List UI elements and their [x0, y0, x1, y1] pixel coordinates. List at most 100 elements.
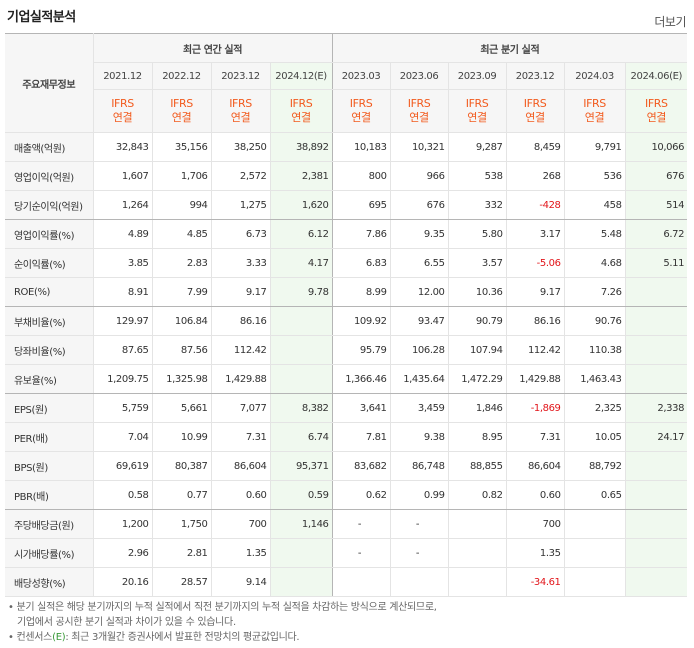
value-cell: 109.92 — [331, 306, 391, 336]
table-row: BPS(원) 69,619 80,387 86,604 95,371 83,682 86,7… — [5, 451, 688, 481]
value-cell — [563, 567, 626, 597]
row-label: BPS(원) — [5, 451, 93, 481]
basis-label: 연결 — [291, 111, 311, 124]
value-cell: 95,371 — [269, 451, 333, 481]
financial-table: 주요재무정보 최근 연간 실적 최근 분기 실적 2021.12 2022.12 2… — [5, 33, 688, 597]
value-cell: 966 — [389, 161, 449, 191]
value-cell: 80,387 — [151, 451, 211, 481]
value-cell: 32,843 — [92, 132, 152, 162]
value-cell: 10.36 — [447, 277, 507, 307]
value-cell: 106.84 — [151, 306, 211, 336]
value-cell: - — [389, 509, 449, 539]
value-cell: 107.94 — [447, 335, 507, 365]
value-cell: 1,200 — [92, 509, 152, 539]
value-cell: 6.72 — [624, 219, 688, 249]
value-cell: 2.96 — [92, 538, 152, 568]
value-cell: 6.55 — [389, 248, 449, 278]
period-header: 2024.03 — [563, 62, 626, 90]
value-cell: 2,338 — [624, 393, 688, 423]
section-title: 기업실적분석 — [7, 10, 76, 25]
table-row: 영업이익(억원) 1,607 1,706 2,572 2,381 800 966 538 268… — [5, 161, 688, 191]
value-cell: 10,066 — [624, 132, 688, 162]
row-label: 당기순이익(억원) — [5, 190, 93, 220]
basis-label: 연결 — [646, 111, 667, 124]
value-cell — [269, 364, 333, 394]
ifrs-label: IFRS — [229, 97, 252, 110]
value-cell: 7.99 — [151, 277, 211, 307]
value-cell: 9,287 — [447, 132, 507, 162]
value-cell: 35,156 — [151, 132, 211, 162]
value-cell: 3.33 — [210, 248, 270, 278]
value-cell: 2,381 — [269, 161, 333, 191]
ifrs-label: IFRS — [523, 97, 547, 110]
value-cell — [624, 480, 688, 510]
value-cell: 0.58 — [92, 480, 152, 510]
value-cell: 87.65 — [92, 335, 152, 365]
value-cell: -428 — [505, 190, 565, 220]
period-header: 2024.12(E) — [269, 62, 333, 90]
value-cell — [389, 567, 449, 597]
row-label: ROE(%) — [5, 277, 93, 307]
value-cell — [447, 567, 507, 597]
value-cell — [447, 509, 507, 539]
value-cell — [624, 509, 688, 539]
value-cell: 1,435.64 — [389, 364, 449, 394]
row-label: PBR(배) — [5, 480, 93, 510]
value-cell: 93.47 — [389, 306, 449, 336]
value-cell: -1,869 — [505, 393, 565, 423]
value-cell: 1,275 — [210, 190, 270, 220]
value-cell: 4.68 — [563, 248, 626, 278]
table-row: 배당성향(%) 20.16 28.57 9.14 -34.61 — [5, 567, 688, 597]
value-cell: 9.38 — [389, 422, 449, 452]
value-cell: 8,382 — [269, 393, 333, 423]
row-label: EPS(원) — [5, 393, 93, 423]
value-cell: 86.16 — [505, 306, 565, 336]
basis-label: 연결 — [351, 111, 371, 124]
value-cell: -5.06 — [505, 248, 565, 278]
row-label-header: 주요재무정보 — [5, 33, 93, 133]
value-cell: 9.17 — [210, 277, 270, 307]
value-cell: 1,472.29 — [447, 364, 507, 394]
value-cell: 88,792 — [563, 451, 626, 481]
value-cell: 695 — [331, 190, 391, 220]
table-row: EPS(원) 5,759 5,661 7,077 8,382 3,641 3,459 1,84… — [5, 393, 688, 423]
more-link[interactable]: 더보기 — [654, 15, 686, 29]
value-cell: 38,892 — [269, 132, 333, 162]
value-cell: 10.05 — [563, 422, 626, 452]
value-cell: 1,607 — [92, 161, 152, 191]
value-cell — [624, 335, 688, 365]
value-cell — [624, 277, 688, 307]
value-cell — [624, 451, 688, 481]
value-cell — [269, 306, 333, 336]
value-cell: 12.00 — [389, 277, 449, 307]
row-label: 시가배당률(%) — [5, 538, 93, 568]
table-row: 주당배당금(원) 1,200 1,750 700 1,146- -700 — [5, 509, 688, 539]
row-label: PER(배) — [5, 422, 93, 452]
value-cell: 2.83 — [151, 248, 211, 278]
value-cell: 0.60 — [505, 480, 565, 510]
table-row: PBR(배) 0.58 0.77 0.60 0.59 0.62 0.99 0.82 0.60 0.… — [5, 480, 688, 510]
value-cell: 1,846 — [447, 393, 507, 423]
basis-label: 연결 — [409, 111, 429, 124]
table-row: 유보율(%) 1,209.75 1,325.98 1,429.88 1,366.46 1,… — [5, 364, 688, 394]
value-cell: 4.17 — [269, 248, 333, 278]
period-header: 2024.06(E) — [624, 62, 688, 90]
table-row: 순이익률(%) 3.85 2.83 3.33 4.17 6.83 6.55 3.57 -5.06… — [5, 248, 688, 278]
ifrs-label: IFRS — [583, 97, 606, 110]
value-cell: 86,748 — [389, 451, 449, 481]
value-cell: 90.79 — [447, 306, 507, 336]
value-cell: 800 — [331, 161, 391, 191]
ifrs-label: IFRS — [407, 97, 431, 110]
value-cell: 7.26 — [563, 277, 626, 307]
value-cell: 7.31 — [210, 422, 270, 452]
value-cell: 86,604 — [505, 451, 565, 481]
value-cell: 6.12 — [269, 219, 333, 249]
value-cell: 8.95 — [447, 422, 507, 452]
period-header: 2023.12 — [210, 62, 270, 90]
annual-group-header: 최근 연간 실적 — [92, 33, 333, 63]
value-cell: - — [331, 509, 391, 539]
table-row: 매출액(억원) 32,843 35,156 38,250 38,892 10,183 10,… — [5, 132, 688, 162]
value-cell: 7.86 — [331, 219, 391, 249]
value-cell: 514 — [624, 190, 688, 220]
row-label: 주당배당금(원) — [5, 509, 93, 539]
